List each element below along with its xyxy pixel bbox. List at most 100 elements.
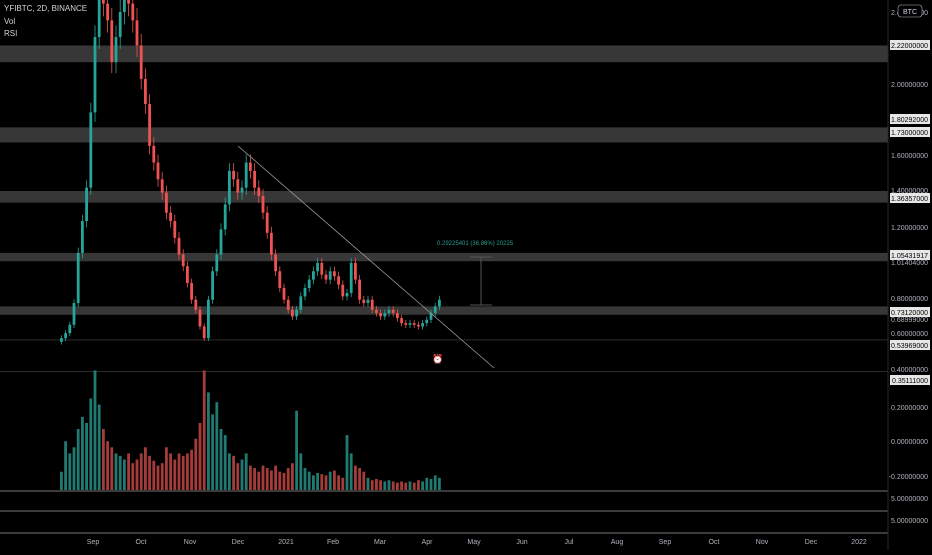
currency-badge[interactable]: [897, 4, 923, 18]
volume-bar: [135, 459, 139, 490]
price-axis-label: 0.20000000: [891, 405, 928, 412]
price-axis-label: 1.80292000: [891, 117, 928, 124]
price-axis-label: 0.68999000: [891, 317, 928, 324]
volume-bar: [282, 472, 286, 490]
volume-bar: [152, 460, 156, 490]
candle-body: [76, 252, 80, 304]
volume-bar: [236, 463, 240, 490]
price-axis[interactable]: 2.400000002.220000002.000000001.80292000…: [887, 0, 930, 550]
volume-bar: [186, 453, 189, 490]
volume-bar: [337, 475, 340, 490]
candle-body: [379, 313, 382, 317]
volume-bar: [240, 459, 244, 490]
time-axis-label: May: [467, 539, 481, 546]
candle-body: [139, 45, 143, 79]
time-axis-label: Apr: [422, 539, 434, 546]
volume-bar: [433, 475, 437, 490]
time-axis-label: Oct: [136, 539, 147, 546]
volume-bar: [68, 453, 72, 490]
candle-body: [337, 276, 340, 285]
volume-bar: [110, 447, 114, 490]
volume-bar: [181, 455, 185, 490]
volume-bar: [421, 481, 424, 490]
volume-bar: [417, 480, 420, 490]
pane-separators[interactable]: [0, 490, 888, 534]
volume-bar: [60, 471, 63, 490]
candle-body: [366, 299, 370, 304]
volume-bar: [85, 422, 88, 490]
volume-indicator-label[interactable]: Vol: [4, 17, 16, 26]
volume-bar: [400, 481, 403, 490]
candle-body: [383, 313, 387, 317]
volume-bar: [160, 463, 164, 490]
candle-body: [97, 0, 101, 38]
candle-body: [328, 271, 332, 280]
alarm-clock-icon[interactable]: ⏰: [432, 353, 443, 365]
candle-body: [207, 299, 210, 339]
rsi-indicator-label[interactable]: RSI: [4, 29, 18, 38]
price-axis-label: 1.20000000: [891, 225, 928, 232]
indicator-axis-label: 5.00000000: [891, 496, 928, 503]
candle-body: [123, 0, 126, 12]
candle-body: [257, 187, 261, 196]
candle-body: [148, 104, 151, 146]
volume-bar: [299, 453, 303, 490]
candle-body: [433, 306, 437, 314]
candle-body: [295, 309, 298, 317]
candle-body: [144, 78, 147, 104]
candle-body: [253, 170, 256, 188]
time-axis-label: Jul: [565, 539, 574, 546]
volume-bar: [257, 471, 261, 490]
candle-body: [316, 262, 319, 272]
candle-body: [131, 3, 135, 21]
candle-body: [194, 299, 198, 310]
price-label-box: [890, 307, 930, 317]
candle-body: [412, 323, 416, 325]
volume-bar: [354, 465, 357, 490]
volume-bar: [295, 410, 298, 490]
candle-body: [249, 162, 252, 171]
candle-body: [89, 112, 93, 188]
volume-bar: [265, 468, 269, 490]
time-axis[interactable]: Sep Oct Nov Dec 2021 Feb Mar Apr May Jun Jul Aug Sep…: [87, 539, 867, 546]
volume-bar: [286, 468, 290, 490]
candle-body: [152, 145, 156, 163]
volume-bar: [211, 414, 214, 490]
volume-bar: [370, 480, 374, 490]
volume-bar: [139, 453, 143, 490]
candle-body: [425, 319, 429, 324]
candle-body: [274, 254, 277, 272]
volume-bar: [261, 465, 265, 490]
time-axis-label: Dec: [232, 539, 245, 546]
candle-body: [244, 162, 248, 188]
candle-body: [173, 221, 177, 238]
volume-bar: [358, 468, 361, 490]
volume-bar: [190, 449, 193, 490]
candle-body: [370, 299, 374, 310]
price-axis-label: 0.53969000: [891, 343, 928, 350]
price-label-box: [890, 127, 930, 137]
candle-body: [177, 237, 181, 255]
volume-bar: [89, 398, 93, 490]
volume-bar: [396, 482, 399, 490]
candle-body: [333, 271, 336, 277]
time-axis-label: Nov: [756, 539, 769, 546]
trendline-layer[interactable]: [237, 145, 495, 369]
trendline[interactable]: [237, 145, 495, 369]
candle-body: [270, 232, 273, 255]
volume-bar: [404, 482, 408, 490]
volume-bar: [316, 472, 319, 490]
time-axis-label: Sep: [87, 539, 100, 546]
candle-body: [429, 313, 433, 320]
zone-3: [0, 252, 888, 262]
volume-bar: [156, 465, 160, 490]
candle-body: [160, 179, 164, 193]
time-axis-label: Feb: [327, 539, 339, 546]
volume-bar: [207, 392, 210, 490]
price-range-measure[interactable]: 0.29225401 (36.86%) 20225 ⏰: [432, 241, 514, 365]
volume-bars: [60, 370, 441, 490]
candle-body: [391, 309, 395, 314]
candle-body: [282, 288, 286, 300]
